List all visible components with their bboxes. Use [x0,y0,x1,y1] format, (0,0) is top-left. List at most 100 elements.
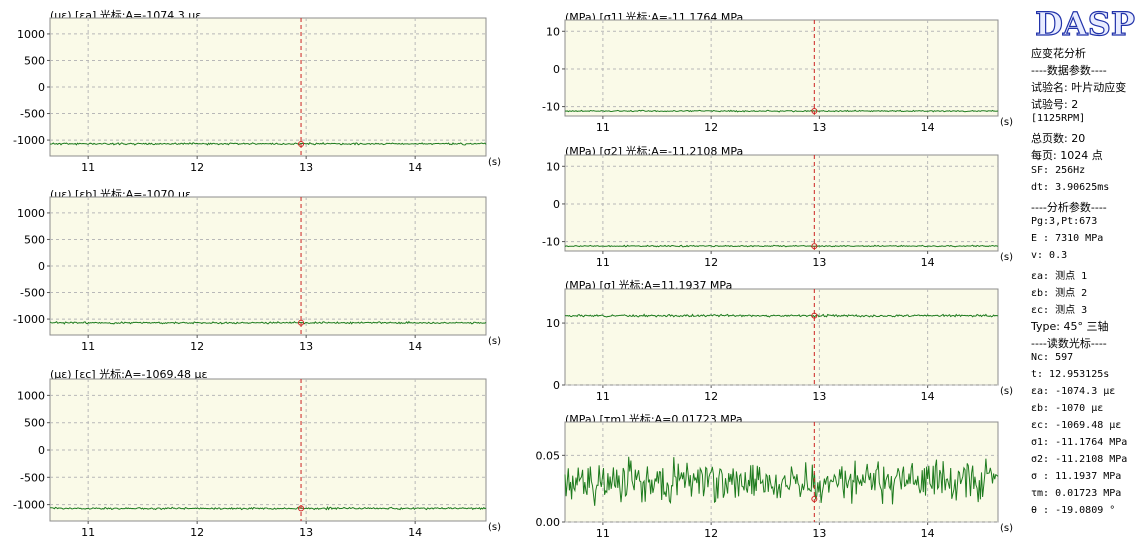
cursor-marker [811,496,818,503]
signal-line [564,109,999,113]
x-tick-label: 11 [81,340,95,353]
info-line: εc: -1069.48 με [1031,420,1122,431]
y-tick-label: 1000 [17,207,45,220]
info-line: ----读数光标---- [1031,337,1107,350]
info-line: εa: 测点 1 [1031,271,1088,282]
info-line: 总页数: 20 [1031,132,1086,145]
signal-line [564,313,999,318]
chart-canvas: 11 12 13 14 0.05 0.00 (s) [536,421,1013,540]
info-line: σ : 11.1937 MPa [1031,471,1122,482]
x-tick-label: 14 [408,340,422,353]
x-tick-label: 13 [299,340,313,353]
info-line: Nc: 597 [1031,352,1074,363]
y-tick-label: -1000 [13,313,45,326]
x-tick-label: 12 [190,161,204,174]
cursor-marker [298,319,305,326]
x-tick-label: 14 [921,121,935,134]
x-tick-label: 13 [299,161,313,174]
x-tick-label: 14 [921,390,935,403]
x-tick-label: 11 [596,527,610,540]
y-tick-label: 0 [553,379,560,392]
x-tick-label: 12 [190,526,204,539]
x-tick-label: 13 [812,390,826,403]
x-tick-label: 11 [81,526,95,539]
y-tick-label: -500 [20,471,45,484]
y-tick-label: 0.05 [536,449,561,462]
info-line: τm: 0.01723 MPa [1031,488,1122,499]
y-tick-label: -1000 [13,134,45,147]
signal-line [49,320,487,325]
y-tick-label: 500 [24,417,45,430]
chart-canvas: 11 12 13 14 10 0 (s) [546,288,1013,403]
dasp-logo: DASP [1035,5,1136,41]
info-line: εa: -1074.3 με [1031,386,1116,397]
info-line: 应变花分析 [1031,47,1086,60]
info-line: θ : -19.0809 ° [1031,505,1116,516]
y-tick-label: -1000 [13,499,45,512]
x-axis-label: (s) [1000,117,1013,128]
x-axis-label: (s) [488,522,501,533]
info-line: dt: 3.90625ms [1031,182,1110,193]
chart-canvas: 11 12 13 14 1000 500 0 -500 -1000 (s) [13,17,501,174]
plot-area [564,154,999,252]
info-line: [1125RPM] [1031,113,1086,124]
cursor-marker [298,141,305,148]
x-tick-label: 12 [704,527,718,540]
cursor-marker [298,505,305,512]
signal-line [49,141,487,146]
signal-line [564,244,999,248]
info-line: t: 12.953125s [1031,369,1110,380]
x-tick-label: 12 [190,340,204,353]
info-line: Type: 45° 三轴 [1031,320,1109,333]
x-tick-label: 14 [408,161,422,174]
chart-canvas: 11 12 13 14 1000 500 0 -500 -1000 (s) [13,196,501,353]
info-line: εb: 测点 2 [1031,288,1088,299]
cursor-marker [811,108,818,115]
x-tick-label: 11 [596,121,610,134]
x-tick-label: 13 [812,121,826,134]
chart-canvas: 11 12 13 14 10 0 -10 (s) [542,19,1013,134]
chart-canvas: 11 12 13 14 10 0 -10 (s) [542,154,1013,269]
x-axis-label: (s) [1000,386,1013,397]
y-tick-label: -10 [542,236,560,249]
plot-area [564,288,999,386]
x-axis-label: (s) [488,157,501,168]
x-tick-label: 11 [81,161,95,174]
y-tick-label: 500 [24,233,45,246]
x-tick-label: 11 [596,256,610,269]
logo-text: DASP [1035,5,1135,41]
y-tick-label: 0 [38,444,45,457]
x-tick-label: 14 [921,527,935,540]
chart-canvas: 11 12 13 14 1000 500 0 -500 -1000 (s) [13,378,501,539]
y-tick-label: 0 [38,260,45,273]
y-tick-label: 0 [38,81,45,94]
x-tick-label: 11 [596,390,610,403]
plot-area [564,19,999,117]
y-tick-label: 10 [546,317,560,330]
info-line: εb: -1070 με [1031,403,1104,414]
x-tick-label: 12 [704,256,718,269]
y-tick-label: 500 [24,54,45,67]
x-tick-label: 14 [408,526,422,539]
x-axis-label: (s) [1000,523,1013,534]
signal-line [564,456,999,506]
cursor-marker [811,243,818,250]
y-tick-label: 0.00 [536,516,561,529]
info-line: ----分析参数---- [1031,201,1107,214]
signal-line [49,506,487,511]
info-line: σ2: -11.2108 MPa [1031,454,1128,465]
x-axis-label: (s) [488,336,501,347]
y-tick-label: -10 [542,101,560,114]
info-line: ----数据参数---- [1031,64,1107,77]
info-line: 试验名: 叶片动应变 [1031,81,1127,94]
x-tick-label: 13 [812,527,826,540]
y-tick-label: -500 [20,108,45,121]
y-tick-label: 0 [553,63,560,76]
y-tick-label: 1000 [17,28,45,41]
y-tick-label: 0 [553,198,560,211]
y-tick-label: -500 [20,287,45,300]
info-line: 试验号: 2 [1031,98,1079,111]
plot-area [564,421,999,523]
y-tick-label: 1000 [17,389,45,402]
x-tick-label: 12 [704,390,718,403]
